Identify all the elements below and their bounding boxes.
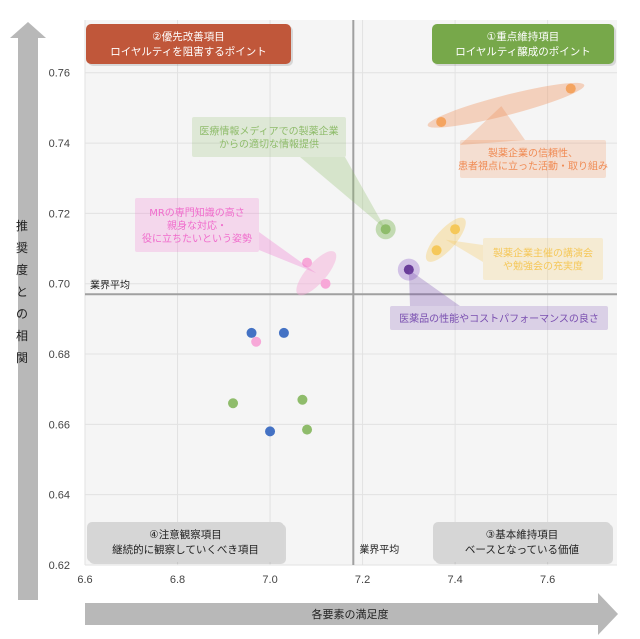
callout-box	[460, 140, 606, 178]
y-axis-label-char: と	[16, 285, 28, 299]
x-tick-label: 7.4	[447, 574, 462, 586]
callout-text: 役に立ちたいという姿勢	[142, 232, 252, 245]
callout-box	[135, 198, 259, 252]
quadrant-subtitle: 継続的に観察していくべき項目	[112, 543, 259, 556]
x-tick-label: 6.6	[77, 574, 92, 586]
quadrant-title: ②優先改善項目	[152, 30, 224, 43]
callout-text: 患者視点に立った活動・取り組み	[458, 160, 608, 173]
data-point	[251, 336, 262, 347]
y-tick-labels: 0.62 0.64 0.66 0.68 0.70 0.72 0.74 0.76	[49, 68, 70, 572]
data-point	[565, 83, 576, 94]
callout-box	[192, 117, 346, 157]
x-tick-label: 7.6	[540, 574, 555, 586]
data-point	[450, 224, 461, 235]
callout-box	[483, 238, 603, 280]
y-tick-label: 0.74	[49, 138, 70, 150]
callout-box	[390, 306, 608, 330]
callout: 製薬企業の信頼性、患者視点に立った活動・取り組み	[458, 106, 608, 178]
data-point	[436, 116, 447, 127]
quadrant-subtitle: ロイヤルティ醸成のポイント	[455, 46, 591, 58]
callout-text: 製薬企業主催の講演会	[493, 247, 593, 260]
callouts: 製薬企業の信頼性、患者視点に立った活動・取り組み医療情報メディアでの製薬企業から…	[135, 106, 608, 330]
callout-pointer	[408, 269, 460, 306]
data-point	[431, 245, 442, 256]
grid-lines	[84, 20, 617, 566]
x-tick-label: 7.2	[355, 574, 370, 586]
y-tick-label: 0.66	[49, 419, 70, 431]
quadrant-box	[87, 522, 284, 562]
callout-text: 製薬企業の信頼性、	[488, 147, 578, 160]
y-average-label: 業界平均	[90, 278, 130, 291]
callout-text: 医療情報メディアでの製薬企業	[199, 125, 338, 138]
callout-pointer	[300, 157, 386, 230]
quadrant-title: ①重点維持項目	[487, 30, 559, 43]
data-point	[302, 424, 313, 435]
data-point	[246, 327, 257, 338]
y-axis-label-char: 関	[16, 351, 28, 365]
y-tick-label: 0.64	[49, 490, 70, 502]
y-tick-label: 0.68	[49, 349, 70, 361]
x-average-label: 業界平均	[359, 543, 399, 556]
highlight-ellipse	[427, 82, 585, 128]
y-axis-arrow	[10, 22, 46, 600]
quadrant-title: ④注意観察項目	[149, 528, 221, 541]
y-tick-label: 0.62	[49, 560, 70, 572]
plot-area	[85, 20, 617, 565]
callout-pointer	[259, 232, 317, 274]
callout-text: からの適切な情報提供	[219, 138, 319, 151]
y-axis-label-char: 相	[16, 329, 28, 343]
x-axis-arrow	[85, 593, 618, 635]
callout-pointer	[445, 239, 483, 262]
data-point	[320, 278, 331, 289]
data-point	[380, 224, 391, 235]
y-axis-label-char: の	[16, 307, 28, 321]
data-point	[278, 327, 289, 338]
callout-text: MRの専門知識の高さ	[149, 206, 245, 219]
quadrant-box	[432, 24, 614, 64]
quadrant-subtitle: ベースとなっている価値	[465, 543, 580, 556]
x-tick-labels: 6.6 6.8 7.0 7.2 7.4 7.6	[77, 574, 555, 586]
callout-pointer	[460, 106, 525, 145]
data-point	[265, 426, 276, 437]
data-point	[403, 264, 414, 275]
data-point	[228, 398, 239, 409]
callout-text: 医薬品の性能やコストパフォーマンスの良さ	[399, 312, 599, 325]
data-point	[302, 257, 313, 268]
highlight-ellipse	[296, 251, 337, 296]
quadrant-title: ③基本維持項目	[486, 528, 558, 541]
x-axis-label: 各要素の満足度	[312, 607, 389, 621]
y-axis-label-char: 度	[16, 262, 28, 277]
y-tick-label: 0.72	[49, 208, 70, 220]
data-point	[297, 394, 308, 405]
y-axis-label-char: 推	[16, 219, 28, 233]
data-points	[228, 83, 576, 437]
y-axis-label-char: 奨	[16, 241, 28, 255]
x-tick-label: 6.8	[170, 574, 185, 586]
quadrant-subtitle: ロイヤルティを阻害するポイント	[110, 45, 267, 58]
quadrant-box	[433, 522, 611, 562]
y-tick-label: 0.76	[49, 68, 70, 80]
y-tick-label: 0.70	[49, 279, 70, 291]
callout-text: や勉強会の充実度	[503, 260, 583, 273]
callout-text: 親身な対応・	[167, 219, 227, 232]
x-tick-label: 7.0	[262, 574, 277, 586]
callout: 医薬品の性能やコストパフォーマンスの良さ	[390, 269, 608, 330]
quadrant-box	[86, 24, 291, 64]
